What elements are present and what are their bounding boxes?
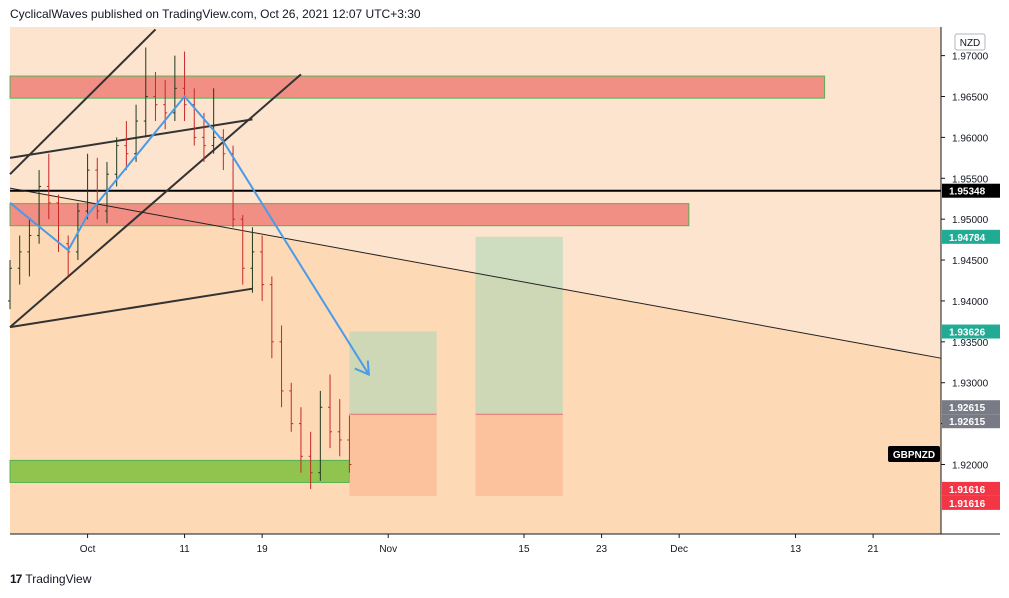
channel-upper xyxy=(9,28,157,175)
candle xyxy=(298,407,303,473)
candles-layer xyxy=(8,47,352,490)
time-axis[interactable]: Oct 11 19 Nov 15 23 Dec 13 21 xyxy=(80,534,879,555)
position-2-stop-box xyxy=(475,414,563,496)
time-tick-label: 13 xyxy=(790,544,802,555)
currency-badge: NZD xyxy=(954,33,986,51)
forecast-arrow-head xyxy=(354,360,370,377)
candle xyxy=(211,88,216,154)
price-tick-label: 1.94500 xyxy=(952,256,989,267)
price-tick-label: 1.95500 xyxy=(952,174,989,185)
footer: 17 TradingView xyxy=(10,572,91,586)
wedge-bottom xyxy=(9,287,253,329)
candle xyxy=(37,170,42,244)
candle xyxy=(337,399,342,457)
position-1-stop-box xyxy=(349,414,437,496)
time-tick-label: Dec xyxy=(670,544,688,555)
tradingview-brand: TradingView xyxy=(25,572,92,586)
tradingview-logo-icon: 17 xyxy=(10,572,22,586)
publisher-line: CyclicalWaves published on TradingView.c… xyxy=(10,7,421,21)
price-tick-label: 1.96500 xyxy=(952,93,989,104)
price-tag-background xyxy=(942,183,1000,198)
price-tick-label: 1.95000 xyxy=(952,215,989,226)
zones-layer xyxy=(9,75,826,483)
price-tag-label: 1.91616 xyxy=(949,499,986,510)
candle xyxy=(172,55,177,122)
price-tag: 1.93626 xyxy=(942,324,1000,339)
resistance-zone-mid xyxy=(9,203,690,227)
symbol-badge: GBPNZD xyxy=(888,446,940,462)
candle xyxy=(250,227,255,293)
price-tag-label: 1.92615 xyxy=(949,403,986,414)
position-2-target-box xyxy=(475,236,563,415)
candle xyxy=(328,374,333,449)
support-zone xyxy=(9,459,350,483)
price-tag-label: 1.93626 xyxy=(949,328,986,339)
candle xyxy=(221,129,226,171)
symbol-label: GBPNZD xyxy=(893,450,935,461)
candle xyxy=(308,431,313,490)
candle xyxy=(95,157,100,220)
price-tag: 1.95348 xyxy=(942,183,1000,198)
price-tag: 1.91616 xyxy=(942,481,1000,496)
time-tick-label: Nov xyxy=(379,544,397,555)
candle xyxy=(289,382,294,432)
time-tick-label: 19 xyxy=(257,544,269,555)
candle xyxy=(27,219,32,277)
positions-layer xyxy=(349,236,563,496)
trend-lines-layer xyxy=(9,28,942,359)
price-tag-background xyxy=(942,229,1000,244)
candle xyxy=(260,235,265,301)
price-tag: 1.92615 xyxy=(942,400,1000,415)
candle xyxy=(347,415,352,473)
resistance-zone-upper xyxy=(9,75,826,99)
candle xyxy=(66,235,71,277)
forecast-path xyxy=(9,94,370,376)
price-tag: 1.91616 xyxy=(942,495,1000,510)
channel-lower xyxy=(9,73,302,328)
currency-label: NZD xyxy=(960,38,981,49)
candle xyxy=(17,235,22,285)
time-tick-label: 15 xyxy=(518,544,530,555)
long-downtrend xyxy=(9,187,942,359)
time-tick-label: Oct xyxy=(80,544,96,555)
price-tags: 1.95348 1.94784 1.93626 1.92615 1.92615 1.916… xyxy=(942,183,1000,510)
price-tick-label: 1.92000 xyxy=(952,460,989,471)
price-tag-label: 1.92615 xyxy=(949,417,986,428)
price-tag-label: 1.91616 xyxy=(949,485,986,496)
price-tick-label: 1.93000 xyxy=(952,379,989,390)
price-tag-background xyxy=(942,414,1000,429)
candle xyxy=(8,260,12,310)
candle xyxy=(269,276,274,359)
candle xyxy=(143,47,148,138)
price-tick-label: 1.93500 xyxy=(952,338,989,349)
price-tick-label: 1.97000 xyxy=(952,52,989,63)
price-tag: 1.92615 xyxy=(942,414,1000,429)
forecast-layer xyxy=(9,94,370,377)
candle xyxy=(85,153,90,220)
price-tick-label: 1.96000 xyxy=(952,133,989,144)
price-tag-label: 1.95348 xyxy=(949,187,986,198)
time-tick-label: 11 xyxy=(179,544,190,555)
candle xyxy=(318,390,323,481)
candle xyxy=(134,104,139,162)
price-tag-label: 1.94784 xyxy=(949,233,986,244)
price-tag-background xyxy=(942,324,1000,339)
candle xyxy=(240,215,245,285)
candle xyxy=(124,121,129,171)
time-tick-label: 21 xyxy=(868,544,880,555)
candle xyxy=(46,153,51,220)
candle xyxy=(182,51,187,122)
price-tag: 1.94784 xyxy=(942,229,1000,244)
price-tag-background xyxy=(942,495,1000,510)
price-tag-background xyxy=(942,400,1000,415)
time-tick-label: 23 xyxy=(596,544,608,555)
candle xyxy=(201,112,206,162)
price-tag-background xyxy=(942,481,1000,496)
candle xyxy=(153,71,158,122)
wedge-top xyxy=(9,118,253,159)
candle xyxy=(279,325,284,408)
price-tick-label: 1.94000 xyxy=(952,297,989,308)
